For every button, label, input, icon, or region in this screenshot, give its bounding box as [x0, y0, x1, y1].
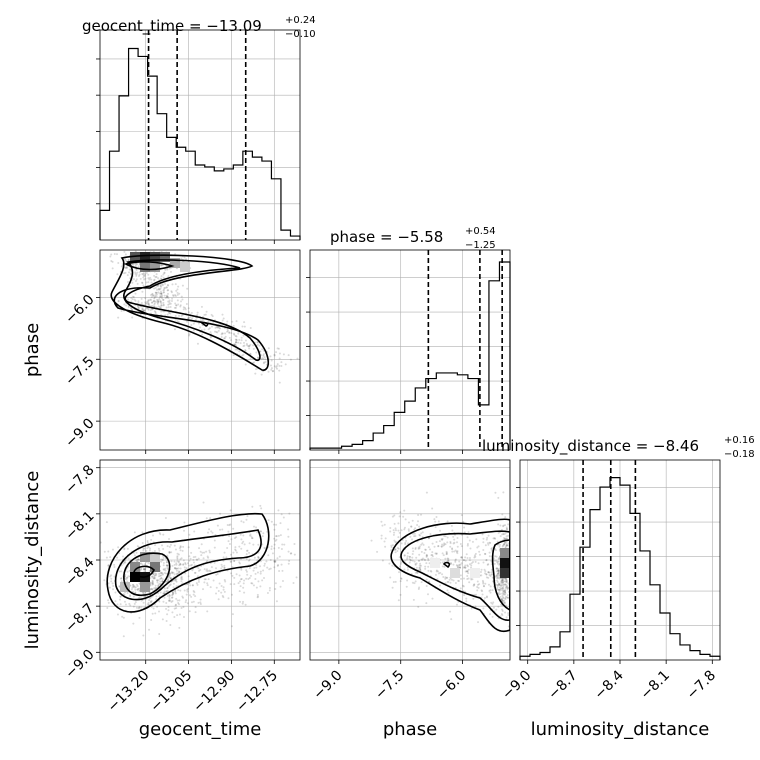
title-phase-minus: −1.25: [465, 240, 496, 251]
contours-geocent-time-vs-phase: [110, 254, 270, 371]
ytick-label-luminosity_distance-1: −8.7: [62, 600, 97, 635]
panel-geocent_time-hist: [99, 29, 301, 241]
panel-phase-hist: [309, 249, 511, 451]
density-geocent-time-vs-phase: [130, 252, 190, 272]
contours-phase-vs-lumdist: [390, 518, 510, 633]
title-geocent-time-plus: +0.24: [285, 15, 316, 26]
xtick-label-geocent_time-2: −12.90: [190, 668, 238, 716]
ylabel-phase: phase: [22, 323, 43, 377]
title-geocent-time-minus: −0.10: [285, 29, 316, 40]
title-phase: phase = −5.58: [330, 228, 443, 246]
xlabel-geocent-time: geocent_time: [139, 719, 262, 740]
panel-phase-vs-luminosity_distance: [309, 459, 511, 661]
title-phase-plus: +0.54: [465, 226, 496, 237]
ylabel-luminosity-distance: luminosity_distance: [22, 471, 43, 650]
xtick-label-luminosity_distance-4: −7.8: [684, 668, 719, 703]
ytick-label-luminosity_distance-0: −9.0: [62, 647, 97, 682]
xtick-label-luminosity_distance-3: −8.1: [638, 668, 673, 703]
title-luminosity-distance: luminosity_distance = −8.46: [482, 437, 699, 456]
xtick-label-phase-2: −6.0: [434, 668, 469, 703]
ytick-label-phase-2: −6.0: [62, 292, 97, 327]
ytick-label-luminosity_distance-3: −8.1: [62, 508, 97, 543]
scatter-geocent-time-vs-phase: [109, 250, 300, 384]
xtick-label-phase-0: −9.0: [310, 668, 345, 703]
xtick-label-luminosity_distance-0: −9.0: [499, 668, 534, 703]
title-luminosity-distance-plus: +0.16: [724, 435, 755, 446]
title-luminosity-distance-minus: −0.18: [724, 449, 755, 460]
xtick-label-phase-1: −7.5: [372, 668, 407, 703]
density-phase-vs-lumdist: [430, 548, 510, 578]
ytick-label-phase-1: −7.5: [62, 354, 97, 389]
scatter-geocent-time-vs-lumdist: [100, 501, 298, 638]
xtick-label-luminosity_distance-2: −8.4: [591, 667, 626, 702]
xtick-label-luminosity_distance-1: −8.7: [545, 668, 580, 703]
contours-geocent-time-vs-lumdist: [106, 512, 270, 613]
ytick-label-luminosity_distance-4: −7.8: [62, 462, 97, 497]
xtick-label-geocent_time-1: −13.05: [147, 668, 195, 716]
title-geocent-time: geocent_time = −13.09: [82, 17, 262, 36]
hist-luminosity_distance: [519, 477, 721, 660]
xtick-label-geocent_time-3: −12.75: [233, 668, 281, 716]
xlabel-luminosity-distance: luminosity_distance: [531, 719, 710, 740]
hist-phase: [309, 261, 511, 450]
xtick-label-geocent_time-0: −13.20: [105, 668, 153, 716]
hist-geocent_time: [99, 47, 301, 240]
xlabel-phase: phase: [383, 719, 437, 740]
ytick-label-luminosity_distance-2: −8.4: [62, 554, 97, 589]
panel-geocent_time-vs-phase: [99, 249, 301, 451]
scatter-phase-vs-lumdist: [370, 491, 510, 628]
ytick-label-phase-0: −9.0: [62, 415, 97, 450]
